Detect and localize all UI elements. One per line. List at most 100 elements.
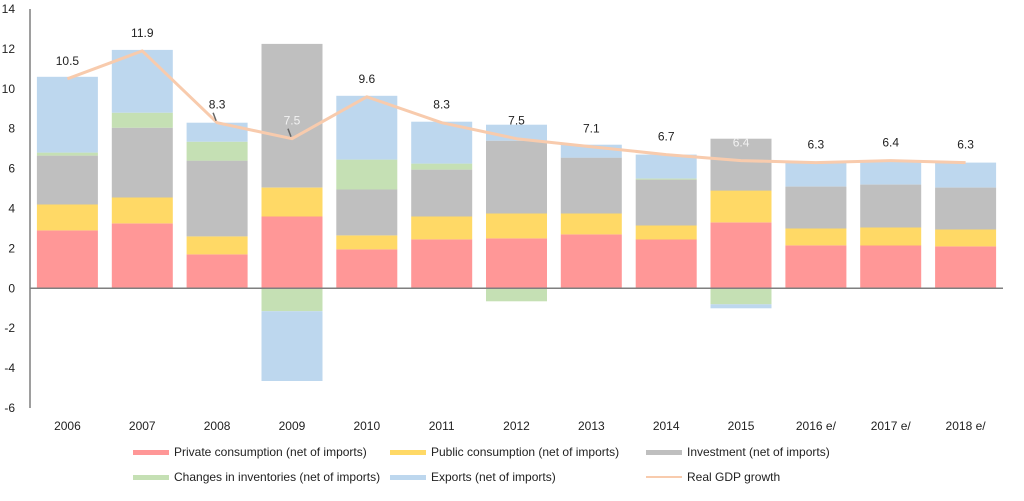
bar-segment-investment-2015: [710, 138, 772, 191]
bar-segment-changes-in-inventories-2006: [36, 152, 98, 156]
bar-segment-public-consumption-2016e: [785, 228, 847, 246]
legend-swatch-changes-in-inventories: [133, 474, 169, 480]
y-tick-label: 4: [8, 202, 15, 216]
gdp-data-label: 6.7: [658, 130, 675, 144]
bar-segment-changes-in-inventories-2009: [261, 288, 323, 312]
bar-segment-investment-2010: [336, 189, 398, 236]
legend-label: Investment (net of imports): [687, 445, 830, 459]
legend-label: Changes in inventories (net of imports): [174, 470, 381, 484]
x-tick-label: 2018 e/: [946, 419, 987, 433]
bar-segment-private-consumption-2007: [111, 223, 173, 289]
legend-label: Real GDP growth: [687, 470, 781, 484]
data-label-leader: [212, 112, 217, 121]
bar-segment-public-consumption-2011: [411, 216, 473, 240]
x-tick-label: 2006: [54, 419, 81, 433]
bar-segment-public-consumption-2007: [111, 197, 173, 224]
x-tick-label: 2014: [653, 419, 680, 433]
bar-segment-investment-2017e: [860, 184, 922, 228]
bar-segment-changes-in-inventories-2010: [336, 159, 398, 190]
gdp-data-label: 11.9: [131, 26, 154, 40]
bar-segment-changes-in-inventories-2007: [111, 112, 173, 128]
x-tick-label: 2009: [279, 419, 306, 433]
x-tick-label: 2007: [129, 419, 156, 433]
bar-segment-exports-2009: [261, 311, 323, 381]
data-label-leader: [287, 128, 292, 137]
y-tick-label: 8: [8, 122, 15, 136]
y-tick-label: 6: [8, 162, 15, 176]
x-tick-label: 2017 e/: [871, 419, 912, 433]
y-tick-label: 0: [8, 281, 15, 295]
bar-segment-public-consumption-2008: [186, 236, 248, 255]
gdp-data-label: 9.6: [358, 72, 375, 86]
bar-segment-exports-2018e: [935, 162, 997, 188]
chart: -6 -4 -2 0 2 4 6 8 10 12 14 2006 2007 2008 2009 2010 201…: [2, 2, 1003, 433]
x-tick-label: 2008: [204, 419, 231, 433]
bars-layer: [36, 43, 997, 381]
bar-segment-investment-2006: [36, 155, 98, 205]
legend-item-public-consumption: Public consumption (net of imports): [390, 445, 619, 459]
bar-segment-public-consumption-2013: [560, 213, 622, 235]
bar-segment-exports-2014: [635, 154, 697, 179]
gdp-data-label: 7.5: [284, 114, 301, 128]
bar-segment-investment-2016e: [785, 186, 847, 229]
bar-segment-private-consumption-2017e: [860, 245, 922, 289]
legend-label: Private consumption (net of imports): [174, 445, 367, 459]
bar-segment-public-consumption-2012: [486, 213, 547, 239]
bar-segment-exports-2006: [36, 76, 98, 153]
bar-segment-public-consumption-2017e: [860, 227, 922, 246]
bar-segment-changes-in-inventories-2011: [411, 163, 473, 170]
bar-segment-private-consumption-2015: [710, 222, 772, 289]
y-tick-label: 14: [2, 2, 16, 16]
bar-segment-changes-in-inventories-2012: [486, 288, 547, 302]
legend-item-real-gdp-growth: Real GDP growth: [646, 470, 780, 484]
legend-swatch-exports: [390, 474, 426, 480]
bar-segment-exports-2016e: [785, 162, 847, 187]
bar-segment-private-consumption-2010: [336, 249, 398, 289]
bar-segment-public-consumption-2015: [710, 190, 772, 223]
y-tick-label: -2: [4, 321, 15, 335]
legend-swatch-real-gdp-growth: [646, 476, 682, 478]
bar-segment-investment-2013: [560, 157, 622, 214]
legend-label: Exports (net of imports): [431, 470, 556, 484]
axes-layer: -6 -4 -2 0 2 4 6 8 10 12 14 2006 2007 2008 2009 2010 201…: [2, 2, 1003, 433]
bar-segment-private-consumption-2014: [635, 239, 697, 289]
bar-segment-private-consumption-2009: [261, 216, 323, 289]
bar-segment-public-consumption-2014: [635, 225, 697, 240]
gdp-data-label: 6.3: [808, 138, 825, 152]
bar-segment-changes-in-inventories-2014: [635, 178, 697, 180]
bar-segment-public-consumption-2018e: [935, 229, 997, 247]
bar-segment-investment-2011: [411, 169, 473, 217]
bar-segment-investment-2009: [261, 43, 323, 188]
bar-segment-private-consumption-2016e: [785, 245, 847, 289]
y-tick-label: 10: [2, 82, 16, 96]
bar-segment-investment-2018e: [935, 187, 997, 230]
x-tick-label: 2015: [728, 419, 755, 433]
bar-segment-private-consumption-2008: [186, 254, 248, 289]
bar-segment-exports-2011: [411, 121, 473, 164]
x-tick-label: 2012: [503, 419, 530, 433]
bar-segment-private-consumption-2011: [411, 239, 473, 289]
legend-item-investment: Investment (net of imports): [646, 445, 830, 459]
bar-segment-private-consumption-2012: [486, 238, 547, 289]
bar-segment-public-consumption-2010: [336, 235, 398, 250]
bar-segment-public-consumption-2006: [36, 204, 98, 231]
legend-item-exports: Exports (net of imports): [390, 470, 556, 484]
bar-segment-exports-2008: [186, 122, 248, 142]
bar-segment-investment-2008: [186, 160, 248, 237]
x-tick-label: 2013: [578, 419, 605, 433]
y-tick-label: -4: [4, 361, 15, 375]
y-tick-label: -6: [4, 401, 15, 415]
gdp-data-label: 8.3: [209, 98, 226, 112]
bar-segment-private-consumption-2018e: [935, 246, 997, 289]
legend-swatch-private-consumption: [133, 449, 169, 455]
bar-segment-investment-2014: [635, 179, 697, 226]
y-tick-label: 12: [2, 42, 16, 56]
legend-label: Public consumption (net of imports): [431, 445, 620, 459]
x-tick-label: 2011: [429, 419, 455, 433]
legend-item-private-consumption: Private consumption (net of imports): [133, 445, 367, 459]
bar-segment-investment-2007: [111, 127, 173, 198]
gdp-data-label: 6.4: [882, 136, 899, 150]
y-tick-label: 2: [8, 241, 15, 255]
bar-segment-public-consumption-2009: [261, 187, 323, 217]
x-tick-label: 2010: [353, 419, 380, 433]
